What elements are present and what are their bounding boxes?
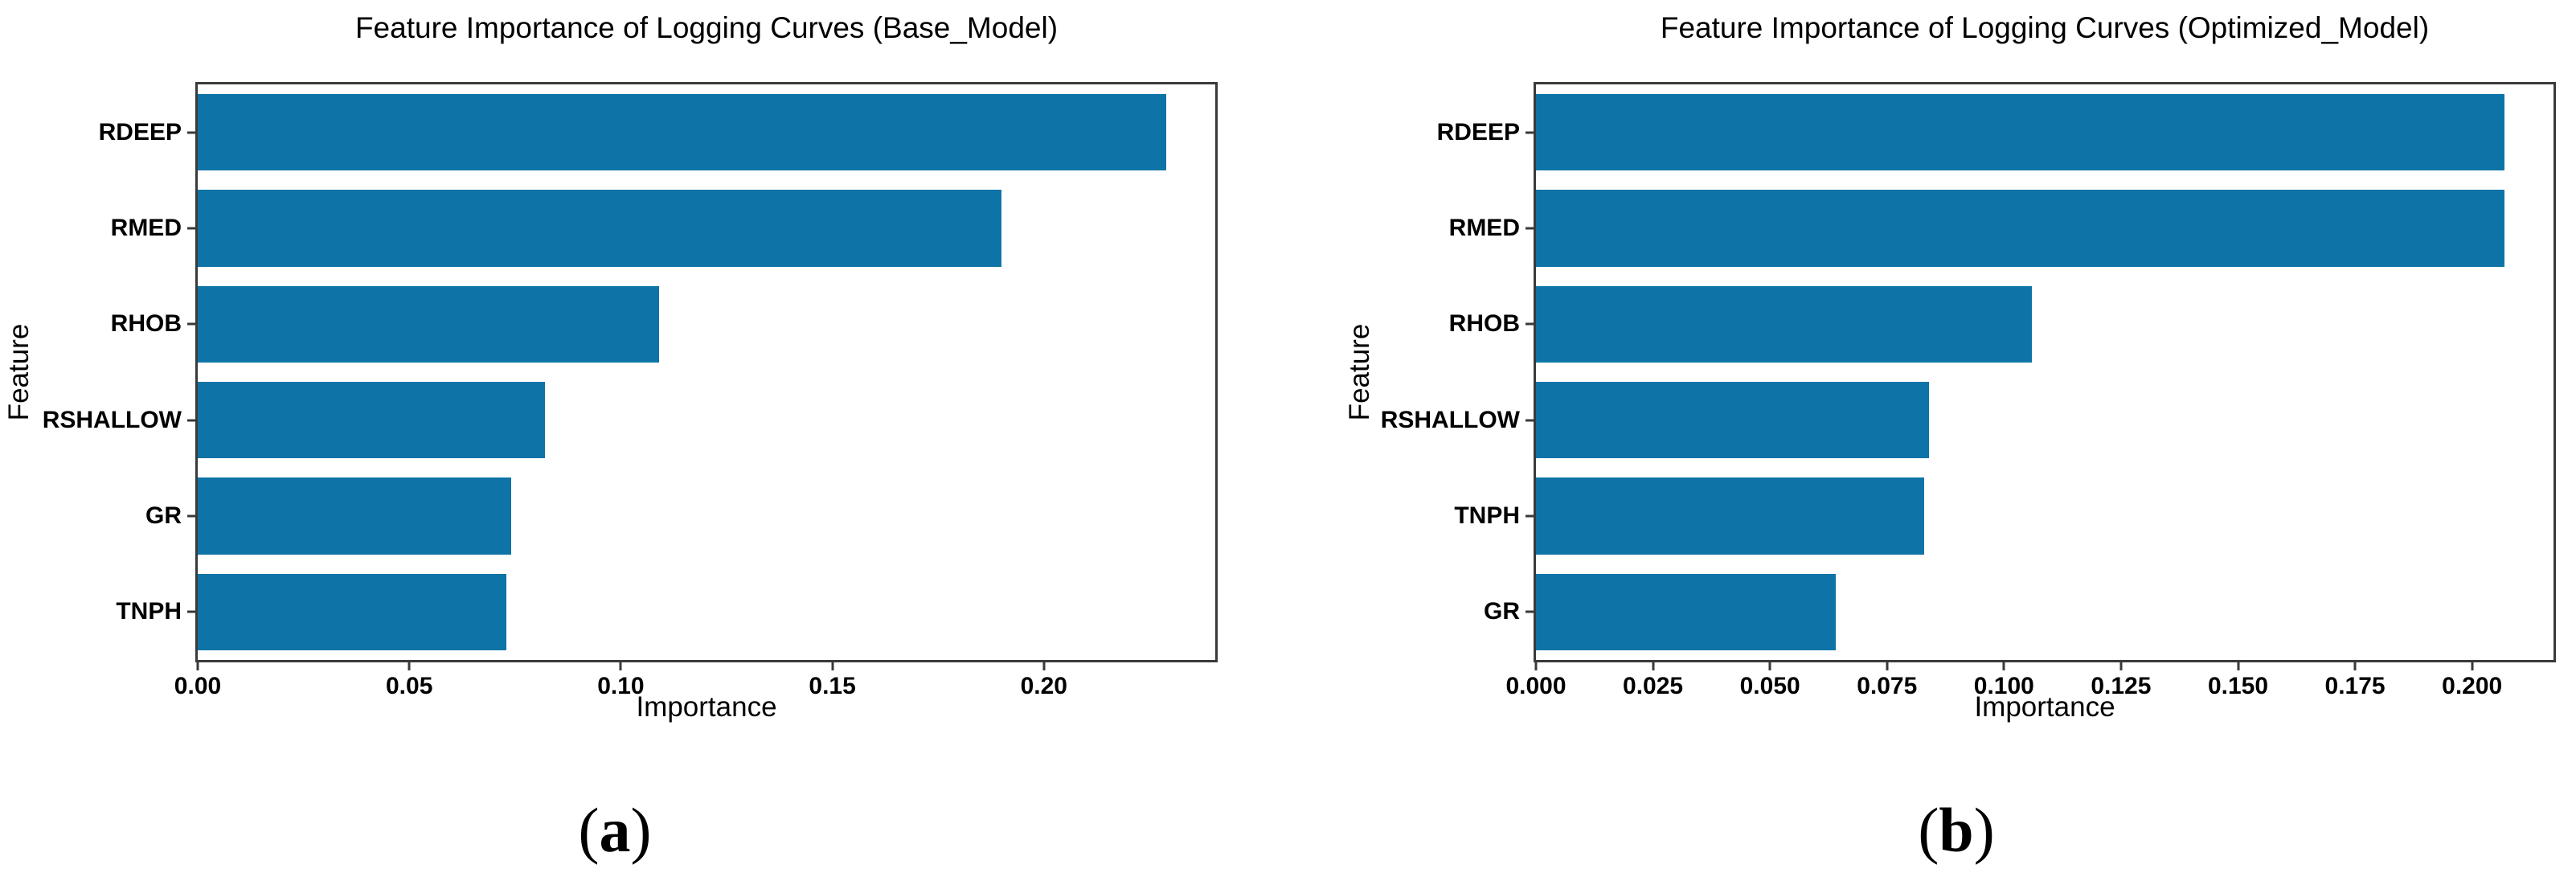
chart-b-title: Feature Importance of Logging Curves (Op…	[1660, 11, 2430, 44]
y-tick-label-rshallow: RSHALLOW	[1380, 406, 1520, 433]
x-tick-label-0.075: 0.075	[1857, 673, 1918, 699]
bar-rshallow	[198, 381, 545, 459]
caption-a: (a)	[0, 794, 1230, 867]
x-tick-label-0.175: 0.175	[2324, 673, 2386, 699]
x-tick-label-0.15: 0.15	[809, 673, 856, 699]
x-tick-label-0.025: 0.025	[1623, 673, 1684, 699]
caption-b-letter: b	[1939, 795, 1974, 865]
chart-a-title: Feature Importance of Logging Curves (Ba…	[354, 11, 1059, 44]
x-tick-mark-0.175	[2353, 662, 2357, 670]
y-tick-label-rdeep: RDEEP	[98, 118, 182, 145]
x-tick-mark-0.200	[2471, 662, 2474, 670]
y-tick-label-rhob: RHOB	[1448, 310, 1520, 338]
caption-b-paren-open: (	[1918, 795, 1939, 865]
x-tick-label-0.10: 0.10	[597, 673, 645, 699]
x-tick-label-0.125: 0.125	[2091, 673, 2152, 699]
bar-tnph	[1536, 477, 1925, 555]
x-tick-mark-0.050	[1768, 662, 1771, 670]
x-tick-label-0.200: 0.200	[2442, 673, 2503, 699]
y-tick-label-tnph: TNPH	[1454, 502, 1520, 529]
y-tick-mark-rshallow	[1526, 419, 1534, 422]
x-tick-mark-0.000	[1534, 662, 1538, 670]
x-tick-label-0.00: 0.00	[174, 673, 222, 699]
y-tick-mark-tnph	[187, 610, 195, 613]
x-tick-label-0.100: 0.100	[1973, 673, 2034, 699]
y-tick-mark-rshallow	[187, 419, 195, 422]
bar-rdeep	[198, 93, 1167, 171]
chart-a-y-axis-title: Feature	[3, 323, 35, 421]
x-tick-label-0.050: 0.050	[1739, 673, 1800, 699]
caption-a-letter: a	[599, 795, 631, 865]
y-tick-mark-rhob	[1526, 322, 1534, 326]
x-tick-mark-0.20	[1042, 662, 1046, 670]
y-tick-mark-rhob	[187, 322, 195, 326]
x-tick-mark-0.15	[831, 662, 834, 670]
x-tick-label-0.150: 0.150	[2207, 673, 2269, 699]
x-tick-mark-0.075	[1886, 662, 1889, 670]
y-tick-label-gr: GR	[1484, 598, 1520, 625]
x-tick-mark-0.00	[196, 662, 199, 670]
y-tick-label-gr: GR	[145, 502, 182, 529]
bar-rdeep	[1536, 93, 2505, 171]
bar-gr	[1536, 573, 1836, 651]
chart-b-x-axis-title: Importance	[1974, 691, 2115, 723]
caption-a-paren-close: )	[630, 795, 652, 865]
x-tick-mark-0.10	[619, 662, 622, 670]
y-tick-mark-gr	[187, 514, 195, 518]
y-tick-mark-gr	[1526, 610, 1534, 613]
caption-b-paren-close: )	[1973, 795, 1995, 865]
bar-tnph	[198, 573, 507, 651]
chart-a-x-axis-title: Importance	[636, 691, 777, 723]
bar-rhob	[1536, 285, 2033, 363]
y-tick-mark-rmed	[1526, 227, 1534, 230]
y-tick-mark-rdeep	[187, 131, 195, 134]
y-tick-label-tnph: TNPH	[116, 598, 182, 625]
caption-b: (b)	[1341, 794, 2571, 867]
y-tick-mark-rdeep	[1526, 131, 1534, 134]
bar-rmed	[198, 190, 1002, 267]
caption-a-paren-open: (	[578, 795, 600, 865]
x-tick-mark-0.150	[2237, 662, 2239, 670]
chart-a-plot-area: RDEEP RMED RHOB RSHALLOW GR TNPH 0.00 0.05 0.10 0…	[43, 82, 1218, 699]
y-tick-label-rdeep: RDEEP	[1436, 118, 1520, 145]
x-tick-label-0.20: 0.20	[1020, 673, 1067, 699]
x-tick-label-0.000: 0.000	[1505, 673, 1566, 699]
bar-gr	[198, 477, 511, 555]
y-tick-label-rmed: RMED	[1448, 215, 1520, 241]
y-tick-mark-tnph	[1526, 514, 1534, 518]
x-tick-mark-0.025	[1652, 662, 1655, 670]
bar-rhob	[198, 285, 659, 363]
bar-rshallow	[1536, 381, 1930, 459]
bar-rmed	[1536, 190, 2505, 267]
x-tick-mark-0.125	[2119, 662, 2123, 670]
chart-b-y-axis-title: Feature	[1344, 323, 1375, 421]
y-tick-label-rshallow: RSHALLOW	[42, 406, 182, 433]
y-tick-label-rhob: RHOB	[110, 310, 182, 338]
y-tick-mark-rmed	[187, 227, 195, 230]
x-tick-label-0.05: 0.05	[385, 673, 433, 699]
x-tick-mark-0.05	[407, 662, 411, 670]
x-tick-mark-0.100	[2002, 662, 2005, 670]
chart-b-plot-area: RDEEP RMED RHOB RSHALLOW TNPH GR 0.000 0.025 0.0…	[1381, 82, 2556, 699]
y-tick-label-rmed: RMED	[110, 215, 182, 241]
